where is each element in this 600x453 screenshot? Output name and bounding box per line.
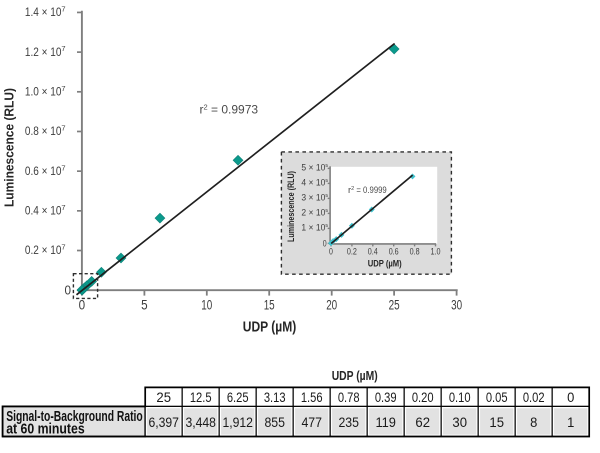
svg-text:1.0: 1.0: [431, 247, 441, 258]
svg-text:62: 62: [415, 415, 430, 431]
svg-text:1 × 105: 1 × 105: [301, 223, 328, 234]
svg-text:UDP (µM): UDP (µM): [368, 259, 402, 270]
svg-text:1,912: 1,912: [222, 415, 253, 431]
svg-text:0.78: 0.78: [338, 390, 360, 406]
svg-text:25: 25: [156, 390, 171, 406]
svg-text:20: 20: [326, 298, 337, 313]
svg-text:12.5: 12.5: [190, 390, 212, 406]
svg-text:0.6 × 107: 0.6 × 107: [25, 163, 66, 178]
svg-text:0: 0: [567, 390, 574, 406]
svg-text:6,397: 6,397: [148, 415, 179, 431]
svg-text:6.25: 6.25: [227, 390, 249, 406]
svg-text:25: 25: [389, 298, 400, 313]
svg-text:235: 235: [338, 415, 359, 431]
svg-text:119: 119: [375, 415, 396, 431]
svg-text:0.8: 0.8: [410, 247, 420, 258]
svg-text:Luminescence (RLU): Luminescence (RLU): [2, 88, 17, 207]
svg-text:0.10: 0.10: [449, 390, 471, 406]
svg-text:r2 = 0.9999: r2 = 0.9999: [348, 185, 387, 196]
svg-text:3,448: 3,448: [185, 415, 216, 431]
svg-text:UDP (µM): UDP (µM): [243, 319, 297, 336]
svg-text:at 60 minutes: at 60 minutes: [6, 421, 85, 437]
svg-text:r2 = 0.9973: r2 = 0.9973: [200, 103, 259, 117]
svg-text:UDP (µM): UDP (µM): [332, 368, 378, 383]
svg-text:0: 0: [323, 239, 327, 250]
svg-text:3.13: 3.13: [264, 390, 286, 406]
svg-text:Signal-to-Background Ratio: Signal-to-Background Ratio: [6, 409, 143, 425]
svg-text:8: 8: [530, 415, 537, 431]
svg-text:855: 855: [264, 415, 285, 431]
svg-text:0: 0: [79, 298, 86, 313]
svg-text:0.20: 0.20: [412, 390, 434, 406]
svg-text:15: 15: [264, 298, 275, 313]
svg-text:1: 1: [567, 415, 574, 431]
svg-text:0: 0: [65, 284, 72, 298]
svg-text:1.56: 1.56: [301, 390, 323, 406]
svg-text:0: 0: [329, 247, 333, 258]
svg-text:0.8 × 107: 0.8 × 107: [25, 124, 66, 139]
svg-text:5: 5: [141, 298, 148, 313]
svg-text:15: 15: [489, 415, 504, 431]
svg-text:30: 30: [451, 298, 462, 313]
svg-text:0.2 × 107: 0.2 × 107: [25, 243, 66, 258]
svg-text:477: 477: [301, 415, 322, 431]
svg-text:10: 10: [201, 298, 212, 313]
svg-text:0.6: 0.6: [389, 247, 399, 258]
svg-text:30: 30: [452, 415, 467, 431]
svg-text:5 × 105: 5 × 105: [301, 163, 328, 174]
svg-text:0.4: 0.4: [368, 247, 378, 258]
svg-text:Luminescence (RLU): Luminescence (RLU): [286, 171, 297, 242]
svg-text:1.0 × 107: 1.0 × 107: [25, 84, 66, 99]
svg-text:0.05: 0.05: [486, 390, 508, 406]
svg-text:1.2 × 107: 1.2 × 107: [25, 44, 66, 59]
svg-text:0.2: 0.2: [347, 247, 357, 258]
svg-text:3 × 105: 3 × 105: [301, 193, 328, 204]
svg-text:2 × 105: 2 × 105: [301, 208, 328, 219]
svg-text:0.02: 0.02: [523, 390, 545, 406]
svg-text:0.39: 0.39: [375, 390, 397, 406]
svg-text:0.4 × 107: 0.4 × 107: [25, 203, 66, 218]
svg-text:1.4 × 107: 1.4 × 107: [25, 5, 66, 20]
svg-text:4 × 105: 4 × 105: [301, 178, 328, 189]
